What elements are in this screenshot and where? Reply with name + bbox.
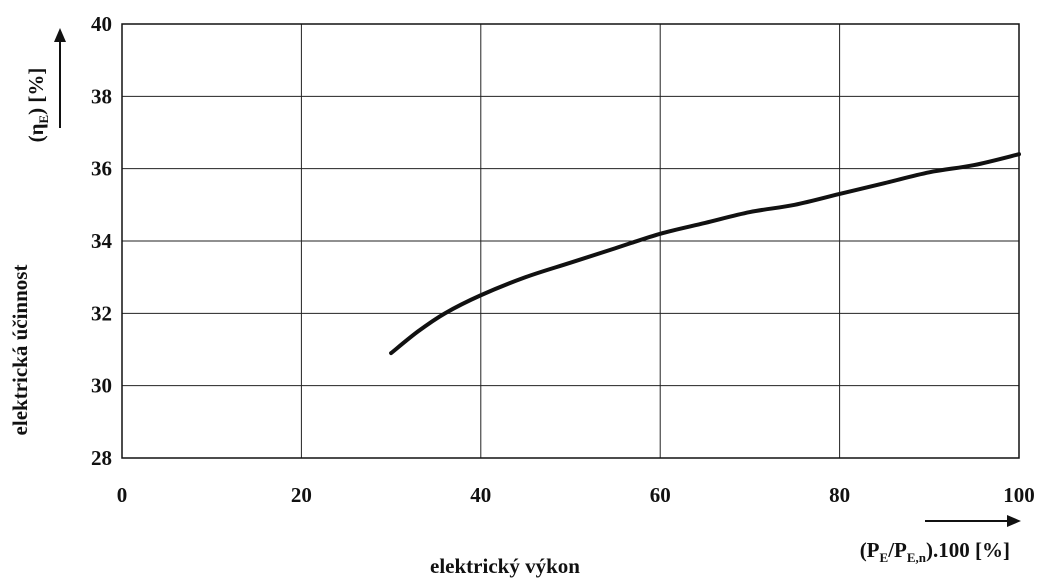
x-tick-label: 40 (470, 483, 491, 507)
y-tick-label: 40 (91, 12, 112, 36)
x-tick-label: 100 (1003, 483, 1035, 507)
efficiency-curve (389, 152, 1021, 356)
x-tick-label: 0 (117, 483, 128, 507)
y-tick-label: 36 (91, 157, 112, 181)
y-axis-label: elektrická účinnost (8, 265, 32, 436)
y-tick-label: 28 (91, 446, 112, 470)
plot-frame (121, 23, 1020, 459)
grid-lines (121, 23, 1020, 459)
x-axis-arrow (925, 515, 1021, 527)
x-axis-units: (PE/PE,n).100 [%] (860, 538, 1010, 565)
y-axis-units: (ηE) [%] (24, 68, 51, 143)
x-tick-labels: 0 20 40 60 80 100 (117, 483, 1035, 507)
x-tick-label: 20 (291, 483, 312, 507)
y-tick-label: 34 (91, 229, 113, 253)
series-layer (389, 152, 1021, 356)
x-tick-label: 80 (829, 483, 850, 507)
y-tick-label: 32 (91, 301, 112, 325)
y-tick-label: 30 (91, 374, 112, 398)
y-axis-arrow (54, 28, 66, 128)
x-tick-label: 60 (650, 483, 671, 507)
x-axis-label: elektrický výkon (430, 554, 580, 578)
y-tick-labels: 28 30 32 34 36 38 40 (91, 12, 113, 470)
y-tick-label: 38 (91, 84, 112, 108)
